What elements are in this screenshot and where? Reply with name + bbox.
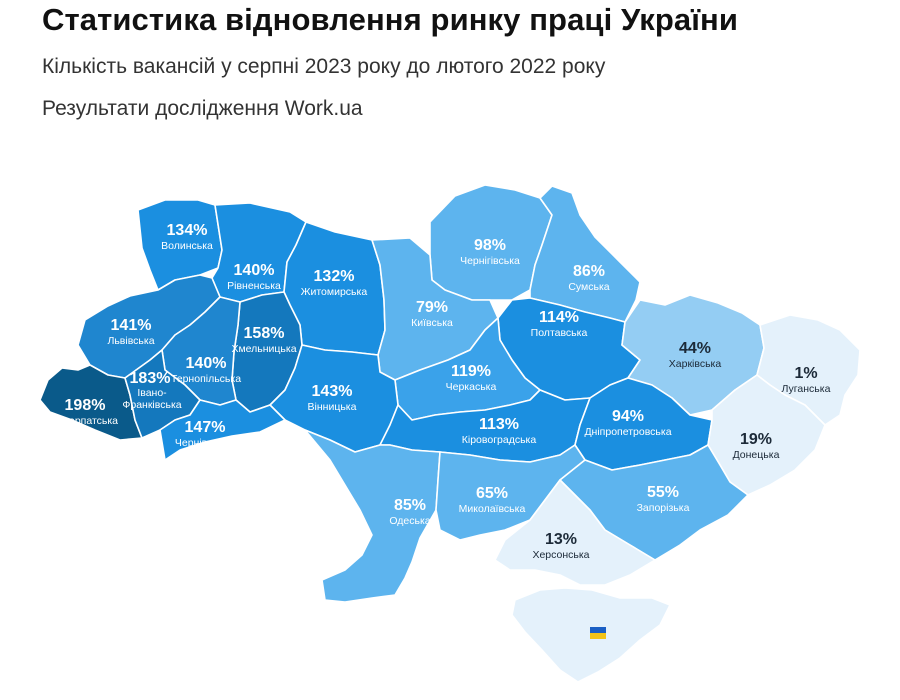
region-name: Івано- — [137, 387, 167, 399]
region-value: 94% — [612, 408, 644, 425]
region-name: Черкаська — [446, 381, 497, 393]
region-name: Тернопільська — [171, 373, 241, 385]
region-value: 65% — [476, 485, 508, 502]
flag-icon — [590, 627, 606, 639]
region-value: 44% — [679, 340, 711, 357]
region-name: Чернівецька — [175, 437, 235, 449]
region-label-chernivetska: 147%Чернівецька — [175, 419, 235, 449]
region-name: Житомирська — [301, 286, 368, 298]
region-name: Франківська — [122, 399, 181, 411]
region-name: Сумська — [568, 281, 609, 293]
source-note: Результати дослідження Work.ua — [42, 97, 363, 120]
region-name: Рівненська — [227, 280, 281, 292]
region-name: Чернігівська — [460, 255, 520, 267]
region-name: Херсонська — [532, 549, 589, 561]
region-label-khmelnytska: 158%Хмельницька — [231, 325, 296, 355]
region-label-zakarpatska: 198%Закарпатська — [52, 397, 118, 427]
region-name: Донецька — [733, 449, 780, 461]
region-name: Вінницька — [308, 401, 357, 413]
region-name: Харківська — [669, 358, 722, 370]
region-name: Одеська — [389, 515, 430, 527]
region-label-ivano-frankivska: 183%Івано-Франківська — [122, 370, 181, 411]
regions-layer — [39, 184, 861, 683]
region-name: Полтавська — [531, 327, 588, 339]
region-name: Хмельницька — [231, 343, 296, 355]
region-name: Львівська — [107, 335, 154, 347]
region-value: 113% — [479, 416, 519, 433]
page-subtitle: Кількість вакансій у серпні 2023 року до… — [42, 55, 606, 78]
region-value: 119% — [451, 363, 491, 380]
region-label-ternopilska: 140%Тернопільська — [171, 355, 241, 385]
region-label-kirovohradska: 113%Кіровоградська — [462, 416, 537, 446]
region-label-cherkaska: 119%Черкаська — [446, 363, 497, 393]
labels-layer: 134%Волинська140%Рівненська132%Житомирсь… — [52, 222, 831, 561]
region-label-vinnytska: 143%Вінницька — [308, 383, 357, 413]
region-label-odeska: 85%Одеська — [389, 497, 430, 527]
region-label-dnipropetrovska: 94%Дніпропетровська — [584, 408, 671, 438]
region-label-khersonska: 13%Херсонська — [532, 531, 589, 561]
region-label-mykolaivska: 65%Миколаївська — [459, 485, 526, 515]
region-value: 134% — [167, 222, 208, 239]
region-name: Волинська — [161, 240, 213, 252]
region-name: Дніпропетровська — [584, 426, 671, 438]
region-name: Миколаївська — [459, 503, 526, 515]
region-value: 198% — [65, 397, 106, 414]
region-label-chernihivska: 98%Чернігівська — [460, 237, 520, 267]
region-value: 114% — [539, 309, 579, 326]
region-value: 79% — [416, 299, 448, 316]
region-value: 158% — [244, 325, 285, 342]
region-name: Закарпатська — [52, 415, 118, 427]
region-name: Кіровоградська — [462, 434, 537, 446]
region-value: 140% — [186, 355, 227, 372]
region-label-luhanska: 1%Луганська — [782, 365, 831, 395]
region-name: Запорізька — [637, 502, 690, 514]
region-value: 19% — [740, 431, 772, 448]
region-value: 183% — [130, 370, 171, 387]
region-label-volynska: 134%Волинська — [161, 222, 213, 252]
region-value: 13% — [545, 531, 577, 548]
region-name: Київська — [411, 317, 453, 329]
region-label-zaporizka: 55%Запорізька — [637, 484, 690, 514]
region-label-kyivska: 79%Київська — [411, 299, 453, 329]
region-value: 147% — [185, 419, 226, 436]
region-value: 140% — [234, 262, 275, 279]
region-khersonska[interactable] — [494, 479, 656, 586]
region-value: 143% — [312, 383, 353, 400]
region-volynska[interactable] — [137, 199, 223, 291]
page-title: Статистика відновлення ринку праці Украї… — [42, 2, 738, 37]
region-label-lvivska: 141%Львівська — [107, 317, 154, 347]
region-value: 85% — [394, 497, 426, 514]
region-value: 141% — [111, 317, 152, 334]
region-label-zhytomyrska: 132%Житомирська — [301, 268, 368, 298]
region-label-rivnenska: 140%Рівненська — [227, 262, 281, 292]
region-chernivetska[interactable] — [159, 399, 286, 461]
region-value: 132% — [314, 268, 355, 285]
region-label-donetska: 19%Донецька — [733, 431, 780, 461]
region-value: 1% — [794, 365, 817, 382]
region-label-kharkivska: 44%Харківська — [669, 340, 722, 370]
region-label-poltavska: 114%Полтавська — [531, 309, 588, 339]
region-label-sumska: 86%Сумська — [568, 263, 609, 293]
region-value: 98% — [474, 237, 506, 254]
region-value: 86% — [573, 263, 605, 280]
region-value: 55% — [647, 484, 679, 501]
region-name: Луганська — [782, 383, 831, 395]
region-odeska[interactable] — [304, 429, 441, 603]
